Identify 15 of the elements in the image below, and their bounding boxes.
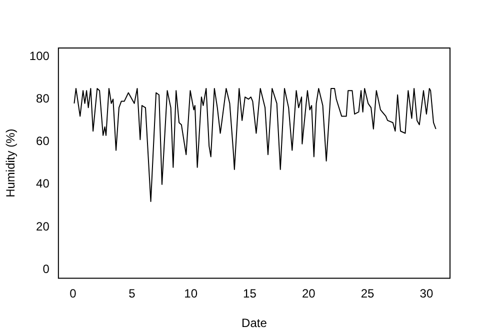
y-tick-label: 40	[36, 176, 50, 191]
x-tick-label: 0	[70, 286, 77, 301]
y-tick-label: 100	[29, 48, 50, 63]
y-tick-label: 80	[36, 91, 50, 106]
x-tick-label: 25	[360, 286, 375, 301]
x-tick-label: 10	[184, 286, 198, 301]
x-tick-label: 20	[302, 286, 316, 301]
x-tick-label: 5	[128, 286, 136, 301]
y-tick-label: 0	[42, 262, 50, 276]
x-tick-label: 30	[420, 286, 434, 301]
y-tick-label: 20	[36, 219, 50, 234]
y-tick-label: 60	[36, 134, 50, 148]
x-tick-label: 15	[243, 286, 257, 301]
x-axis-title: Date	[242, 316, 268, 330]
y-axis-title: Humidity (%)	[4, 128, 18, 198]
